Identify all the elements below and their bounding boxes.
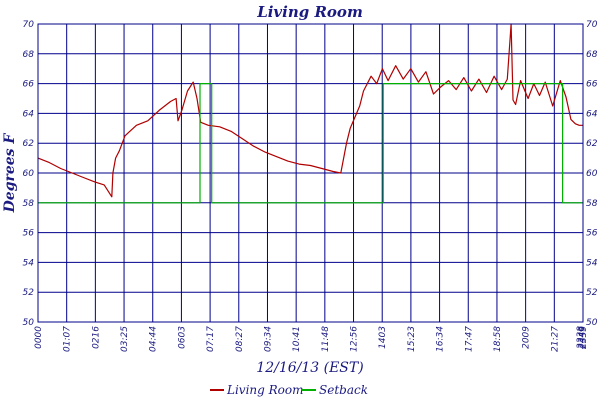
x-axis-label: 12/16/13 (EST) <box>256 360 363 376</box>
y-tick-label-left: 60 <box>23 169 35 179</box>
x-tick-label: 2009 <box>522 326 532 349</box>
y-tick-label-right: 50 <box>586 318 598 328</box>
y-tick-label-left: 52 <box>23 288 35 298</box>
y-tick-label-right: 60 <box>586 169 598 179</box>
legend: Living Room Setback <box>210 383 368 397</box>
x-tick-label: 0216 <box>91 326 101 349</box>
y-axis-label: Degrees F <box>2 133 18 214</box>
y-tick-label-left: 66 <box>23 80 35 90</box>
x-tick-label: 08:27 <box>235 326 245 352</box>
y-tick-label-left: 70 <box>23 20 35 30</box>
x-tick-label: 2359 <box>579 326 589 349</box>
plot-frame <box>37 23 584 323</box>
x-tick-label: 09:34 <box>263 326 273 352</box>
legend-label: Setback <box>319 383 368 397</box>
y-tick-label-right: 62 <box>586 139 598 149</box>
y-tick-label-left: 64 <box>23 109 35 119</box>
y-tick-label-right: 58 <box>586 199 598 209</box>
x-tick-label: 0000 <box>34 326 44 349</box>
legend-label: Living Room <box>226 383 304 397</box>
x-tick-label: 2349 <box>578 326 588 349</box>
x-tick-label: 1403 <box>378 326 388 349</box>
y-tick-label-left: 56 <box>23 229 35 239</box>
x-tick-label: 04:44 <box>149 326 159 352</box>
series-line-setback <box>38 82 583 204</box>
x-tick-label: 16:34 <box>436 326 446 352</box>
series-layer <box>37 23 583 204</box>
x-tick-label: 11:48 <box>321 326 331 352</box>
y-tick-label-right: 54 <box>586 258 598 268</box>
x-tick-label: 07:17 <box>206 326 216 352</box>
y-tick-label-left: 54 <box>23 258 35 268</box>
y-tick-label-right: 66 <box>586 80 598 90</box>
x-tick-label: 12:56 <box>350 326 360 352</box>
y-tick-label-left: 62 <box>23 139 35 149</box>
y-tick-label-left: 58 <box>23 199 35 209</box>
x-ticks: 0000 01:07 0216 03:25 04:44 0603 07:17 08:27 09:… <box>34 326 589 352</box>
x-tick-label: 0603 <box>177 326 187 349</box>
chart-title: Living Room <box>256 3 363 21</box>
x-tick-label: 17:47 <box>464 326 474 352</box>
y-ticks-right: 50 52 54 56 58 60 62 64 66 68 70 <box>586 20 598 328</box>
y-tick-label-right: 52 <box>586 288 598 298</box>
x-tick-label: 18:58 <box>493 326 503 352</box>
y-tick-label-right: 70 <box>586 20 598 30</box>
series-line-living-room <box>37 23 583 198</box>
y-ticks-left: 50 52 54 56 58 60 62 64 66 68 70 <box>23 20 35 328</box>
y-tick-label-right: 68 <box>586 50 598 60</box>
x-tick-label: 2238 <box>576 326 586 349</box>
x-tick-label: 03:25 <box>120 326 130 352</box>
x-tick-label: 15:23 <box>407 326 417 352</box>
y-tick-label-left: 68 <box>23 50 35 60</box>
x-tick-label: 21:27 <box>550 326 560 352</box>
y-tick-label-left: 50 <box>23 318 35 328</box>
y-tick-label-right: 56 <box>586 229 598 239</box>
x-tick-label: 10:41 <box>292 326 302 352</box>
x-tick-label: 01:07 <box>63 326 73 352</box>
y-tick-label-right: 64 <box>586 109 598 119</box>
